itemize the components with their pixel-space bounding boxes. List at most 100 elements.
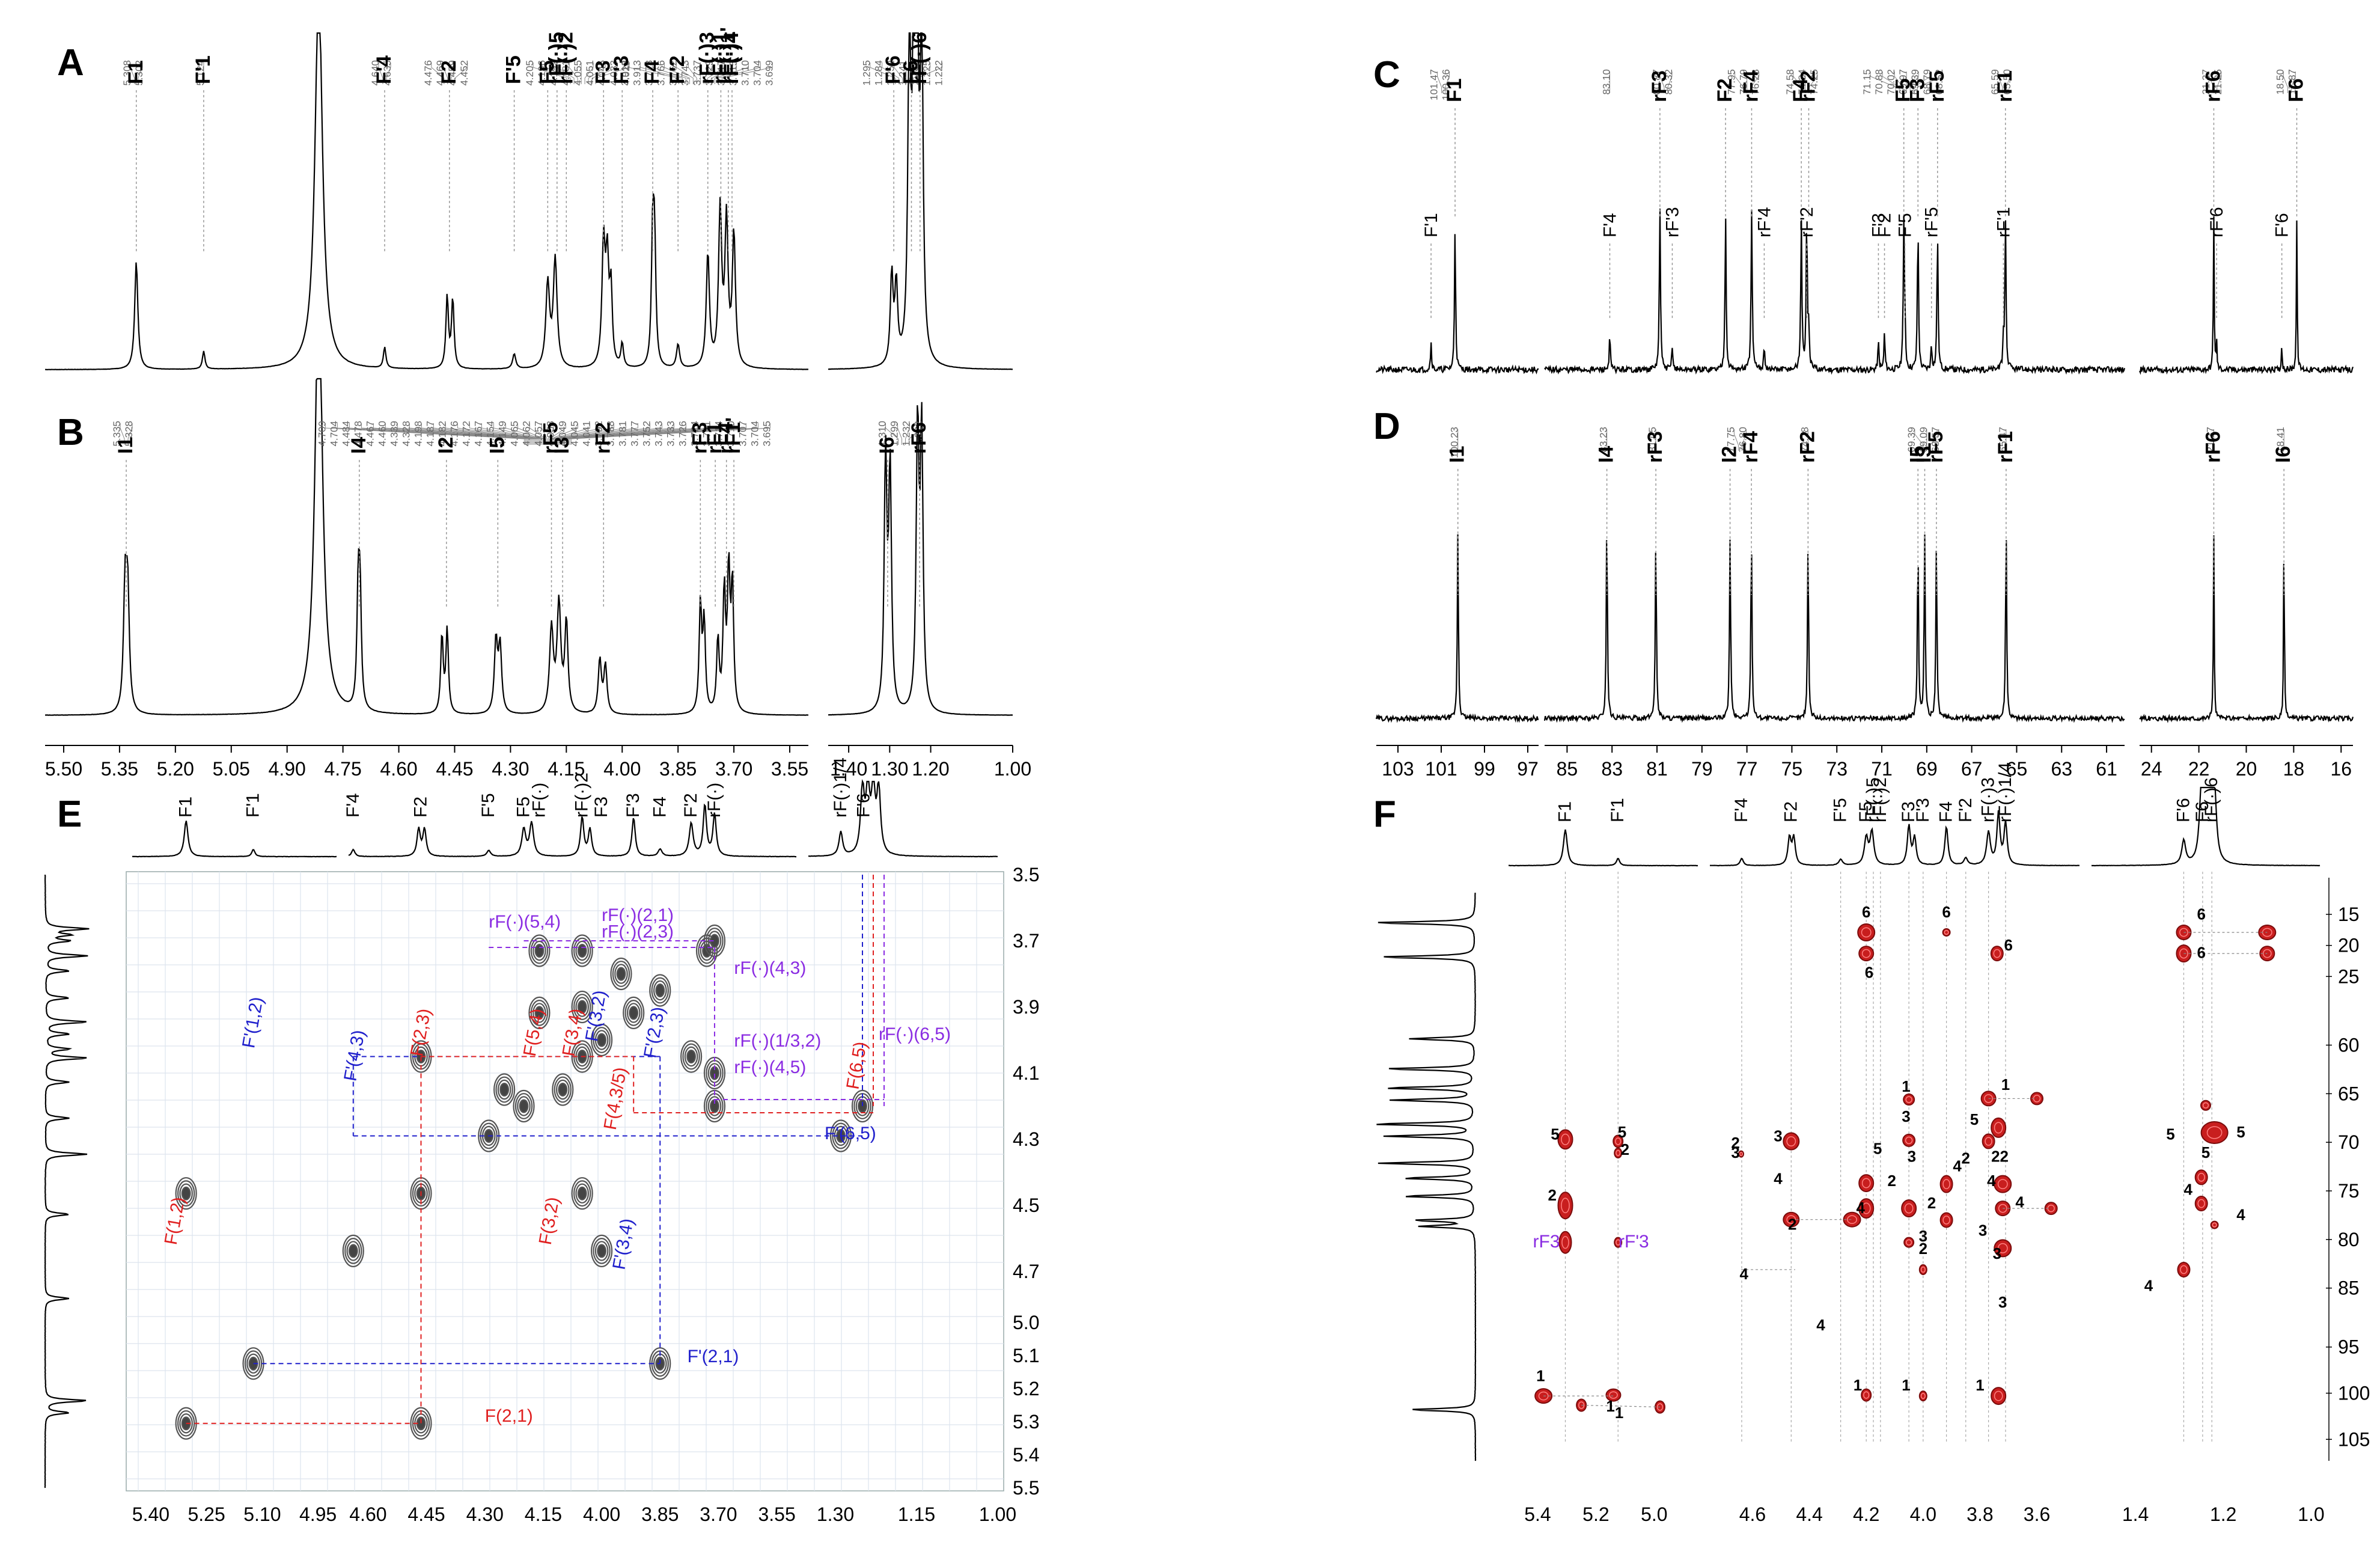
panel-d-tick-label: 65.47 [1997, 427, 2009, 453]
panel-e-top-label: F'3 [623, 793, 643, 818]
panel-f-cross-peak-core [1609, 1391, 1618, 1399]
panel-f-cross-peak [1918, 1264, 1927, 1275]
panel-e-top-label: F2 [410, 797, 430, 818]
panel-f-top-label: F'2 [1956, 798, 1976, 822]
panel-c-low-assignment-label: F'2 [1875, 213, 1895, 237]
panel-e-cross-peak [832, 1122, 850, 1149]
panel-e-cross-peak [612, 961, 630, 987]
panel-f-cross-peak [1858, 1198, 1875, 1219]
panel-c-tick-mark [2283, 72, 2288, 93]
panel-e-x-tick-label: 5.25 [188, 1503, 225, 1525]
panel-c-low-assignment-label: rF'1 [1994, 207, 2013, 237]
panel-a-tick-mark [676, 63, 694, 84]
panel-e-cross-peak [573, 1180, 591, 1207]
panel-c-tick-label: 70.02 [1885, 69, 1897, 95]
panel-b-tick-label: 3.714 [713, 421, 724, 447]
panel-c-tick-mark [1437, 72, 1442, 93]
panel-d-tick-label: 81.05 [1647, 427, 1658, 453]
panel-a-assignment-label: rF(·)4 [720, 32, 743, 84]
panel-e-cross-peak [706, 928, 724, 954]
panel-f-top-label: rF(·)5 [1863, 777, 1883, 822]
panel-a-tick-mark [130, 63, 135, 84]
panel-f-cross-peak [1783, 1132, 1800, 1151]
panel-f-cross-peak-core [1615, 1137, 1622, 1145]
panel-f-cross-peak-core [1739, 1152, 1743, 1157]
panel-c-tick-label: 83.10 [1600, 69, 1612, 95]
panel-c-low-assignment-label: rF'6 [2207, 207, 2227, 237]
panel-ab-x-tick-label: 3.70 [715, 758, 752, 780]
panel-c-tick-label: 68.79 [1921, 69, 1933, 95]
panel-d-assignment-label: rF5 [1924, 431, 1947, 463]
panel-c-top-assignment-label: F3 [1906, 78, 1929, 102]
panel-e-side-projection [44, 874, 90, 1488]
panel-b-tick-mark [549, 423, 566, 445]
panel-f-cross-peak-core [1944, 929, 1949, 935]
panel-b-tick-mark [493, 423, 543, 445]
panel-b-assignment-label: rF1 [703, 422, 726, 454]
panel-a-tick-mark [386, 63, 391, 84]
panel-f-cross-peak [1942, 928, 1951, 937]
panel-b-tick-mark [373, 423, 530, 445]
panel-c-trace-0 [1376, 234, 1539, 375]
panel-a-tick-mark [718, 63, 761, 84]
panel-a-tick-mark [451, 63, 456, 84]
panel-a-assignment-label: F3 [591, 60, 614, 84]
panel-b-tick-mark [337, 423, 526, 445]
panel-ab-x-tick-label: 4.30 [492, 758, 529, 780]
panel-f-cross-peak [1994, 1175, 2012, 1193]
panel-f-top-label: F2 [1781, 801, 1801, 822]
panel-d-tick-label: 68.57 [1930, 427, 1941, 453]
panel-a-tick-mark [431, 63, 445, 84]
panel-f-correlation-number: 2 [1927, 1194, 1936, 1212]
panel-cd-x-tick-label: 103 [1382, 758, 1414, 780]
panel-e-x-tick-label: 3.85 [641, 1503, 679, 1525]
panel-c-tick-mark [1894, 72, 1903, 93]
panel-c-tick-label: 76.79 [1738, 69, 1750, 95]
panel-f-y-tick-label: 60 [2338, 1035, 2360, 1056]
panel-b-assignment-label: I6 [876, 437, 899, 454]
panel-ab-x-tick-label: 3.85 [659, 758, 697, 780]
panel-f-correlation-number: 1 [1854, 1376, 1862, 1394]
panel-c-trace-1 [1544, 208, 2126, 375]
panel-a-assignment-label: F5 [536, 60, 558, 84]
panel-b-tick-mark [529, 423, 546, 445]
panel-f-cross-peak-core [1616, 1149, 1621, 1157]
panel-b-assignment-label: I3 [551, 437, 573, 454]
panel-e-cross-peak [577, 1186, 587, 1201]
panel-f-correlation-number: 1 [1902, 1077, 1910, 1095]
panel-c-top-assignment-label: F1 [1443, 78, 1466, 102]
panel-a-tick-mark [138, 63, 143, 84]
panel-e-cross-peak [344, 1237, 362, 1264]
panel-f-top-projection-2 [2091, 786, 2320, 867]
panel-b-tick-mark [567, 423, 734, 445]
panel-a-tick-label: 4.205 [524, 60, 536, 86]
panel-f-cross-peak-core [1942, 1179, 1950, 1190]
panel-b-tick-label: 4.460 [376, 421, 388, 447]
panel-c-tick-label: 74.25 [1808, 69, 1820, 95]
panel-c-tick-label: 68.52 [1933, 69, 1945, 95]
panel-b-tick-mark [548, 423, 554, 445]
panel-f-correlation-number: 3 [1908, 1148, 1916, 1166]
panel-cd-x-tick-label: 79 [1691, 758, 1713, 780]
panel-f-top-label: F1 [1555, 801, 1575, 822]
panel-f-side-label: rF'3 [1619, 1232, 1649, 1252]
panel-c-tick-mark [1750, 72, 1760, 93]
panel-f-cross-peak-core [1994, 1390, 2003, 1401]
panel-d-trace-1 [1543, 534, 2125, 723]
panel-b-tick-label: 4.057 [532, 421, 544, 447]
panel-b-tick-label: 4.172 [460, 421, 472, 447]
panel-e-cross-peak [532, 940, 546, 961]
panel-e-cross-peak [575, 1183, 589, 1204]
panel-e-top-label: rF(·)1/4 [831, 757, 850, 818]
panel-c-low-assignment-label: rF'2 [1797, 207, 1817, 237]
panel-cd-x-tick-label: 63 [2051, 758, 2072, 780]
panel-a-assignment-label: F'1 [192, 55, 215, 84]
panel-f-correlation-number: 2 [1888, 1172, 1896, 1190]
panel-b-tick-mark [551, 423, 578, 445]
panel-e-y-tick-label: 4.1 [1013, 1062, 1039, 1084]
panel-f-x-tick-label: 1.2 [2210, 1503, 2236, 1525]
panel-a-assignment-label: F4 [641, 60, 664, 84]
panel-f-cross-peak-core [1998, 1204, 2007, 1213]
panel-e-top-label: F4 [650, 797, 670, 818]
panel-b-tick-label: 4.704 [328, 421, 340, 447]
